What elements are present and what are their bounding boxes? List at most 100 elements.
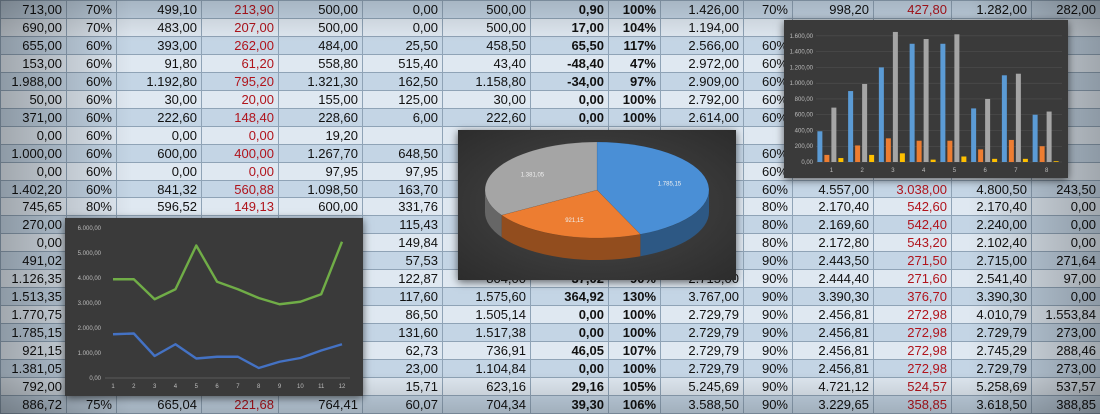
table-cell[interactable]: 0,00: [116, 161, 202, 181]
bar-chart[interactable]: 0,00 200,00 400,00 600,00 800,00 1.000,00 1.20…: [784, 20, 1068, 178]
table-cell[interactable]: 0,00: [0, 161, 67, 181]
table-cell[interactable]: 271,64: [1031, 251, 1100, 271]
table-cell[interactable]: 60%: [743, 35, 793, 55]
table-cell[interactable]: 207,00: [201, 17, 279, 37]
table-cell[interactable]: 70%: [66, 0, 117, 19]
table-cell[interactable]: 90%: [743, 323, 793, 343]
table-cell[interactable]: 558,80: [278, 53, 363, 73]
table-cell[interactable]: 80%: [743, 233, 793, 253]
table-cell[interactable]: 623,16: [442, 377, 531, 396]
table-cell[interactable]: 57,53: [362, 251, 443, 271]
table-cell[interactable]: 273,00: [1031, 323, 1100, 343]
table-cell[interactable]: 2.729,79: [660, 305, 744, 325]
table-cell[interactable]: 1.517,38: [442, 323, 531, 343]
table-cell[interactable]: 60%: [743, 179, 793, 199]
table-cell[interactable]: 97%: [608, 71, 661, 91]
table-cell[interactable]: 222,60: [442, 107, 531, 127]
table-cell[interactable]: 213,90: [201, 0, 279, 19]
table-cell[interactable]: 1.098,50: [278, 179, 363, 199]
table-cell[interactable]: 90%: [743, 341, 793, 361]
table-cell[interactable]: 272,98: [873, 323, 952, 343]
table-cell[interactable]: 272,98: [873, 341, 952, 361]
table-cell[interactable]: 0,00: [530, 107, 609, 127]
table-cell[interactable]: 106%: [608, 394, 661, 414]
table-cell[interactable]: 23,00: [362, 359, 443, 379]
table-cell[interactable]: 130%: [608, 287, 661, 307]
table-cell[interactable]: 500,00: [442, 0, 531, 19]
table-cell[interactable]: 1.194,00: [660, 17, 744, 37]
table-cell[interactable]: 0,00: [1031, 233, 1100, 253]
table-cell[interactable]: 243,50: [1031, 179, 1100, 199]
table-cell[interactable]: 90%: [743, 377, 793, 396]
table-cell[interactable]: 125,00: [362, 89, 443, 109]
table-cell[interactable]: 17,00: [530, 17, 609, 37]
table-cell[interactable]: 665,04: [116, 394, 202, 414]
table-cell[interactable]: 100%: [608, 305, 661, 325]
table-cell[interactable]: 80%: [743, 197, 793, 217]
table-cell[interactable]: 75%: [66, 394, 117, 414]
table-cell[interactable]: 1.267,70: [278, 143, 363, 163]
table-cell[interactable]: 3.390,30: [951, 287, 1032, 307]
table-cell[interactable]: 2.102,40: [951, 233, 1032, 253]
table-cell[interactable]: 1.000,00: [0, 143, 67, 163]
table-cell[interactable]: 364,92: [530, 287, 609, 307]
table-cell[interactable]: 282,00: [1031, 0, 1100, 19]
table-cell[interactable]: 1.553,84: [1031, 305, 1100, 325]
table-cell[interactable]: 70%: [66, 17, 117, 37]
table-cell[interactable]: 1.402,20: [0, 179, 67, 199]
table-cell[interactable]: 2.729,79: [951, 323, 1032, 343]
table-cell[interactable]: 30,00: [116, 89, 202, 109]
table-cell[interactable]: 358,85: [873, 394, 952, 414]
table-cell[interactable]: 117%: [608, 35, 661, 55]
table-cell[interactable]: 0,00: [530, 359, 609, 379]
table-cell[interactable]: 0,00: [362, 0, 443, 19]
table-cell[interactable]: 2.456,81: [792, 323, 874, 343]
table-cell[interactable]: 1.192,80: [116, 71, 202, 91]
table-cell[interactable]: 100%: [608, 359, 661, 379]
table-cell[interactable]: 39,30: [530, 394, 609, 414]
table-cell[interactable]: 97,00: [1031, 269, 1100, 289]
table-cell[interactable]: 155,00: [278, 89, 363, 109]
table-cell[interactable]: 2.541,40: [951, 269, 1032, 289]
table-cell[interactable]: 388,85: [1031, 394, 1100, 414]
table-cell[interactable]: 104%: [608, 17, 661, 37]
table-cell[interactable]: 149,13: [201, 197, 279, 217]
table-cell[interactable]: 600,00: [116, 143, 202, 163]
table-cell[interactable]: 1.426,00: [660, 0, 744, 19]
table-cell[interactable]: 107%: [608, 341, 661, 361]
table-cell[interactable]: 2.170,40: [951, 197, 1032, 217]
table-cell[interactable]: 537,57: [1031, 377, 1100, 396]
table-cell[interactable]: 0,00: [201, 161, 279, 181]
table-cell[interactable]: 1.505,14: [442, 305, 531, 325]
table-cell[interactable]: -48,40: [530, 53, 609, 73]
table-cell[interactable]: 153,00: [0, 53, 67, 73]
table-cell[interactable]: 483,00: [116, 17, 202, 37]
table-cell[interactable]: 162,50: [362, 71, 443, 91]
table-cell[interactable]: 60%: [66, 143, 117, 163]
table-cell[interactable]: 648,50: [362, 143, 443, 163]
pie-chart[interactable]: 1.785,15 921,15 1.381,05: [458, 130, 736, 280]
table-cell[interactable]: 100%: [608, 0, 661, 19]
table-cell[interactable]: 288,46: [1031, 341, 1100, 361]
table-cell[interactable]: 97,95: [362, 161, 443, 181]
table-cell[interactable]: 15,71: [362, 377, 443, 396]
table-cell[interactable]: 596,52: [116, 197, 202, 217]
table-cell[interactable]: 3.038,00: [873, 179, 952, 199]
table-cell[interactable]: 60%: [743, 143, 793, 163]
table-cell[interactable]: 1.785,15: [0, 323, 67, 343]
table-cell[interactable]: 3.767,00: [660, 287, 744, 307]
table-cell[interactable]: 60%: [66, 179, 117, 199]
table-cell[interactable]: 0,00: [530, 305, 609, 325]
table-cell[interactable]: 149,84: [362, 233, 443, 253]
table-cell[interactable]: 105%: [608, 377, 661, 396]
table-cell[interactable]: 5.245,69: [660, 377, 744, 396]
table-cell[interactable]: 1.158,80: [442, 71, 531, 91]
table-cell[interactable]: 0,00: [530, 89, 609, 109]
table-cell[interactable]: 60%: [66, 71, 117, 91]
table-cell[interactable]: 43,40: [442, 53, 531, 73]
table-cell[interactable]: 117,60: [362, 287, 443, 307]
table-cell[interactable]: 60%: [66, 161, 117, 181]
table-cell[interactable]: 0,00: [1031, 287, 1100, 307]
table-cell[interactable]: 2.456,81: [792, 341, 874, 361]
table-cell[interactable]: 1.104,84: [442, 359, 531, 379]
